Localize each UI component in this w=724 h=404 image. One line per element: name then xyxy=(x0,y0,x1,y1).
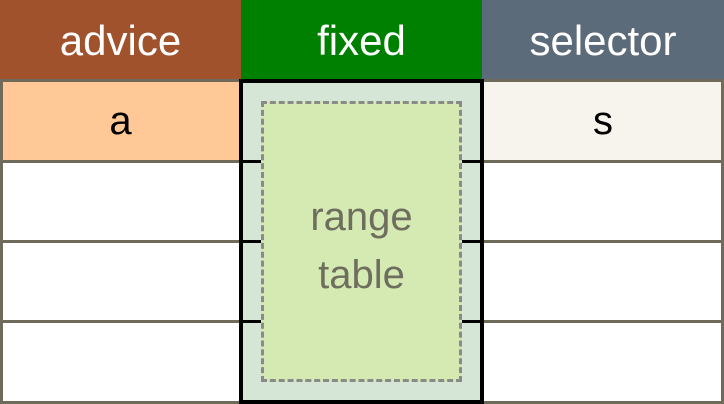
range-table-label-line: table xyxy=(318,253,405,297)
grid-line xyxy=(0,320,241,323)
range-table-label-line: range xyxy=(310,195,413,239)
advice-header: advice xyxy=(0,0,241,81)
grid-line xyxy=(0,79,241,82)
grid-line xyxy=(482,401,724,404)
fixed-column-border xyxy=(239,400,484,404)
range-table-label: range table xyxy=(261,188,462,304)
grid-line xyxy=(0,160,241,163)
fixed-header-label: fixed xyxy=(317,16,406,64)
grid-line xyxy=(0,240,241,243)
selector-header-label: selector xyxy=(529,16,677,64)
selector-value-cell: s xyxy=(482,81,724,162)
advice-header-label: advice xyxy=(59,16,182,64)
selector-value: s xyxy=(593,99,613,143)
fixed-header: fixed xyxy=(241,0,482,81)
grid-line xyxy=(0,401,241,404)
grid-line xyxy=(0,81,3,404)
fixed-column-border xyxy=(239,79,484,83)
grid-line xyxy=(721,81,724,404)
advice-value: a xyxy=(109,99,132,143)
grid-line xyxy=(482,320,724,323)
selector-header: selector xyxy=(482,0,724,81)
advice-value-cell: a xyxy=(0,81,241,162)
grid-line xyxy=(482,240,724,243)
grid-line xyxy=(482,160,724,163)
grid-line xyxy=(482,79,724,82)
range-table-box xyxy=(261,101,462,382)
